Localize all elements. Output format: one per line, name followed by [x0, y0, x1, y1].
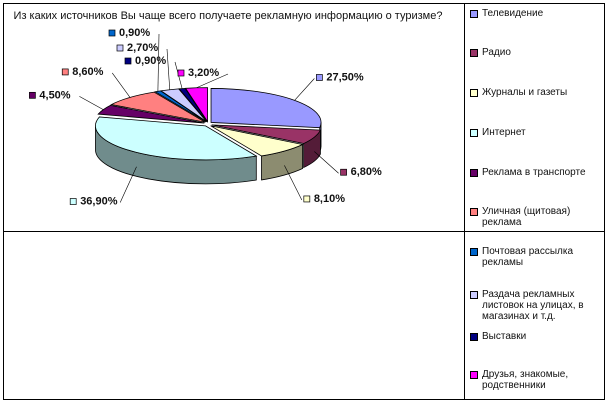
- legend-swatch: [470, 333, 478, 341]
- data-label-7: 2,70%: [127, 42, 158, 54]
- legend-swatch: [470, 10, 478, 18]
- label-swatch-7: [116, 44, 124, 52]
- plot-area-bottom-border: [3, 231, 605, 232]
- data-label-5: 8,60%: [72, 66, 103, 78]
- data-label-4: 4,50%: [39, 89, 70, 101]
- label-swatch-8: [124, 57, 132, 65]
- chart-title: Из каких источников Вы чаще всего получа…: [13, 10, 443, 22]
- label-swatch-0: [316, 74, 323, 81]
- legend-swatch: [470, 169, 478, 177]
- label-swatch-3: [69, 198, 77, 205]
- legend-swatch: [470, 49, 478, 57]
- legend-swatch: [470, 248, 478, 256]
- legend-swatch: [470, 291, 478, 299]
- leader-line-4: [79, 96, 104, 110]
- label-swatch-1: [340, 168, 347, 176]
- label-swatch-5: [61, 68, 69, 76]
- legend-divider: [464, 3, 465, 400]
- data-label-8: 0,90%: [135, 55, 166, 67]
- legend-label: Журналы и газеты: [482, 87, 568, 98]
- legend: Телевидение Радио Журналы и газеты Интернет…: [466, 0, 610, 409]
- legend-label: Уличная (щитовая) реклама: [482, 206, 571, 228]
- data-label-0: 27,50%: [326, 71, 364, 83]
- legend-swatch: [470, 208, 478, 216]
- data-label-9: 3,20%: [188, 67, 219, 79]
- pie-slice-4: [97, 104, 205, 124]
- legend-label: Почтовая рассылка рекламы: [482, 246, 574, 268]
- data-label-1: 6,80%: [351, 166, 382, 178]
- legend-label: Друзья, знакомые, родственники: [482, 369, 569, 391]
- leader-line-6: [157, 33, 160, 92]
- pie-slice-5: [110, 91, 206, 123]
- leader-line-9: [196, 73, 229, 89]
- legend-swatch: [470, 371, 478, 379]
- leader-line-2: [284, 165, 303, 201]
- label-swatch-2: [303, 195, 311, 203]
- legend-label: Выставки: [482, 331, 527, 342]
- legend-label: Раздача рекламных листовок на улицах, в …: [482, 289, 584, 322]
- legend-swatch: [470, 129, 478, 137]
- chart-frame: [3, 3, 605, 400]
- pie-slice-0: [210, 88, 322, 129]
- pie-slice-1: [211, 124, 322, 144]
- data-label-3: 36,90%: [80, 196, 118, 208]
- legend-swatch: [470, 89, 478, 97]
- label-swatch-9: [177, 69, 185, 77]
- legend-label: Радио: [482, 47, 511, 58]
- data-label-2: 8,10%: [314, 193, 345, 205]
- leader-line-5: [111, 72, 131, 98]
- legend-label: Интернет: [482, 127, 526, 138]
- leader-line-0: [294, 78, 315, 101]
- label-swatch-4: [29, 91, 36, 99]
- pie-slice-2: [210, 125, 304, 157]
- pie-slice-3: [95, 116, 258, 161]
- legend-label: Телевидение: [482, 8, 544, 19]
- label-swatch-6: [108, 29, 116, 37]
- leader-line-3: [119, 166, 137, 203]
- data-label-6: 0,90%: [119, 27, 150, 39]
- legend-label: Реклама в транспорте: [482, 167, 586, 178]
- leader-line-7: [166, 48, 171, 90]
- leader-line-1: [314, 151, 339, 174]
